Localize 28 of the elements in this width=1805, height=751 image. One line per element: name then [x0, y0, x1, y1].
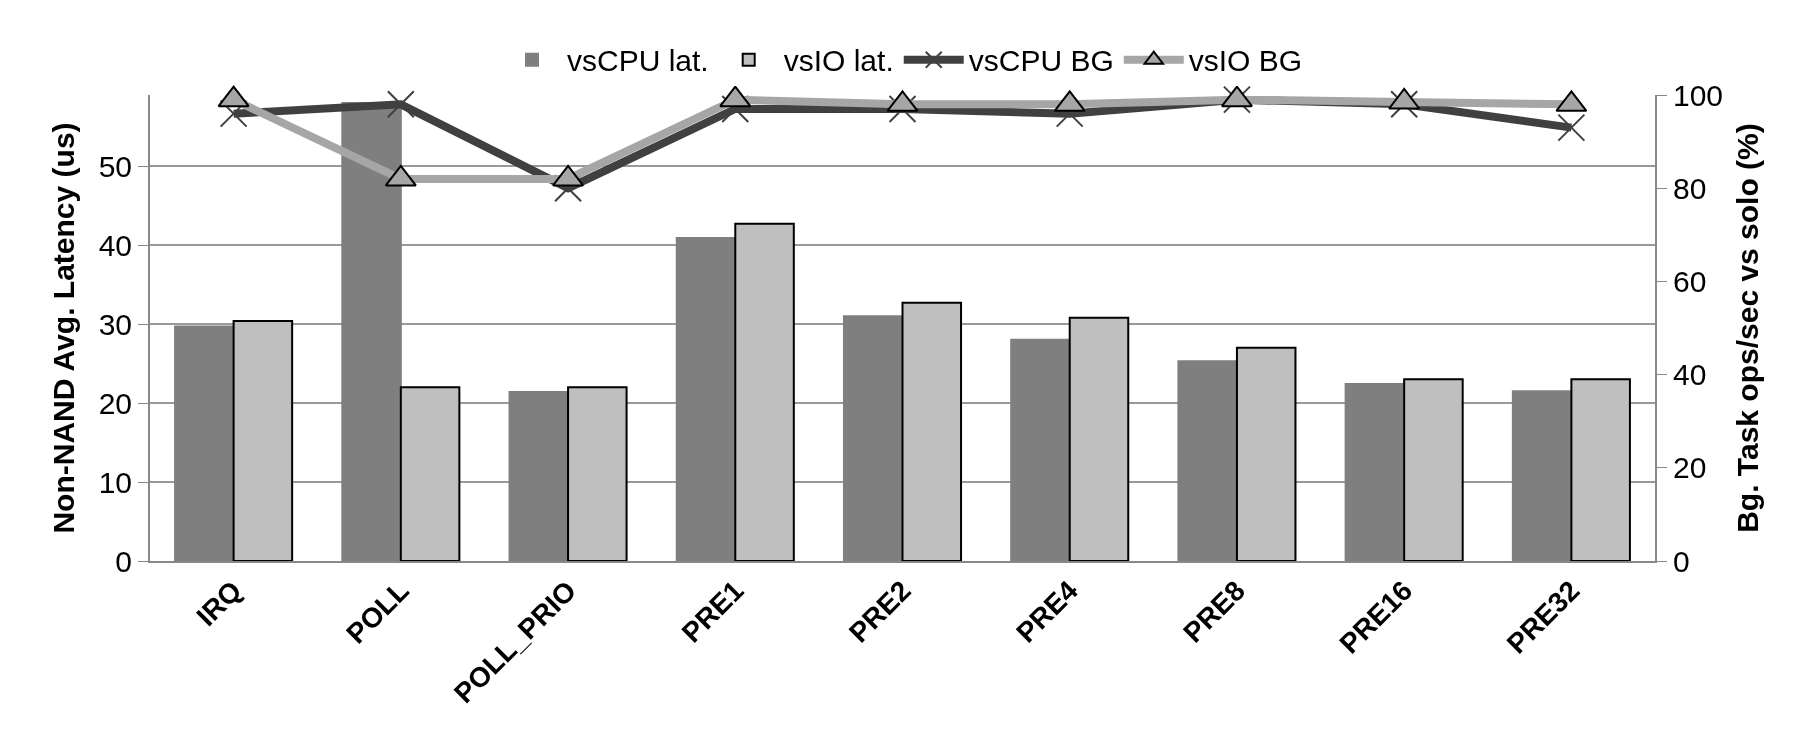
bar: [734, 222, 795, 561]
bar: [1068, 316, 1130, 561]
y-tick-label: 50: [98, 149, 132, 183]
y-tick-label: 30: [98, 307, 132, 341]
y-tick-label: 10: [98, 465, 132, 499]
bar: [901, 301, 963, 561]
y-tick-label: 20: [98, 386, 132, 420]
bar: [1570, 378, 1631, 561]
bar: [1403, 378, 1464, 561]
legend-label: vsIO lat.: [783, 44, 894, 78]
y2-tick-label: 100: [1673, 78, 1724, 112]
y2-tick-label: 40: [1673, 358, 1707, 392]
y2-tick-label: 0: [1673, 544, 1690, 578]
y-axis-title: Non-NAND Avg. Latency (us): [47, 122, 81, 534]
legend-label: vsCPU BG: [968, 44, 1114, 78]
bar: [567, 386, 628, 561]
bar: [1235, 346, 1297, 561]
y2-tick-label: 20: [1673, 451, 1707, 485]
y2-tick-label: 80: [1673, 171, 1707, 205]
bar: [399, 386, 461, 561]
bar: [232, 319, 294, 561]
y-tick-label: 40: [98, 228, 132, 262]
y2-axis-title: Bg. Task ops/sec vs solo (%): [1731, 123, 1765, 533]
x-tick-label: IRQ: [190, 574, 248, 632]
legend-label: vsIO BG: [1188, 44, 1303, 78]
y2-tick-label: 60: [1673, 264, 1707, 298]
legend-label: vsCPU lat.: [567, 44, 709, 78]
y-tick-label: 0: [115, 544, 132, 578]
